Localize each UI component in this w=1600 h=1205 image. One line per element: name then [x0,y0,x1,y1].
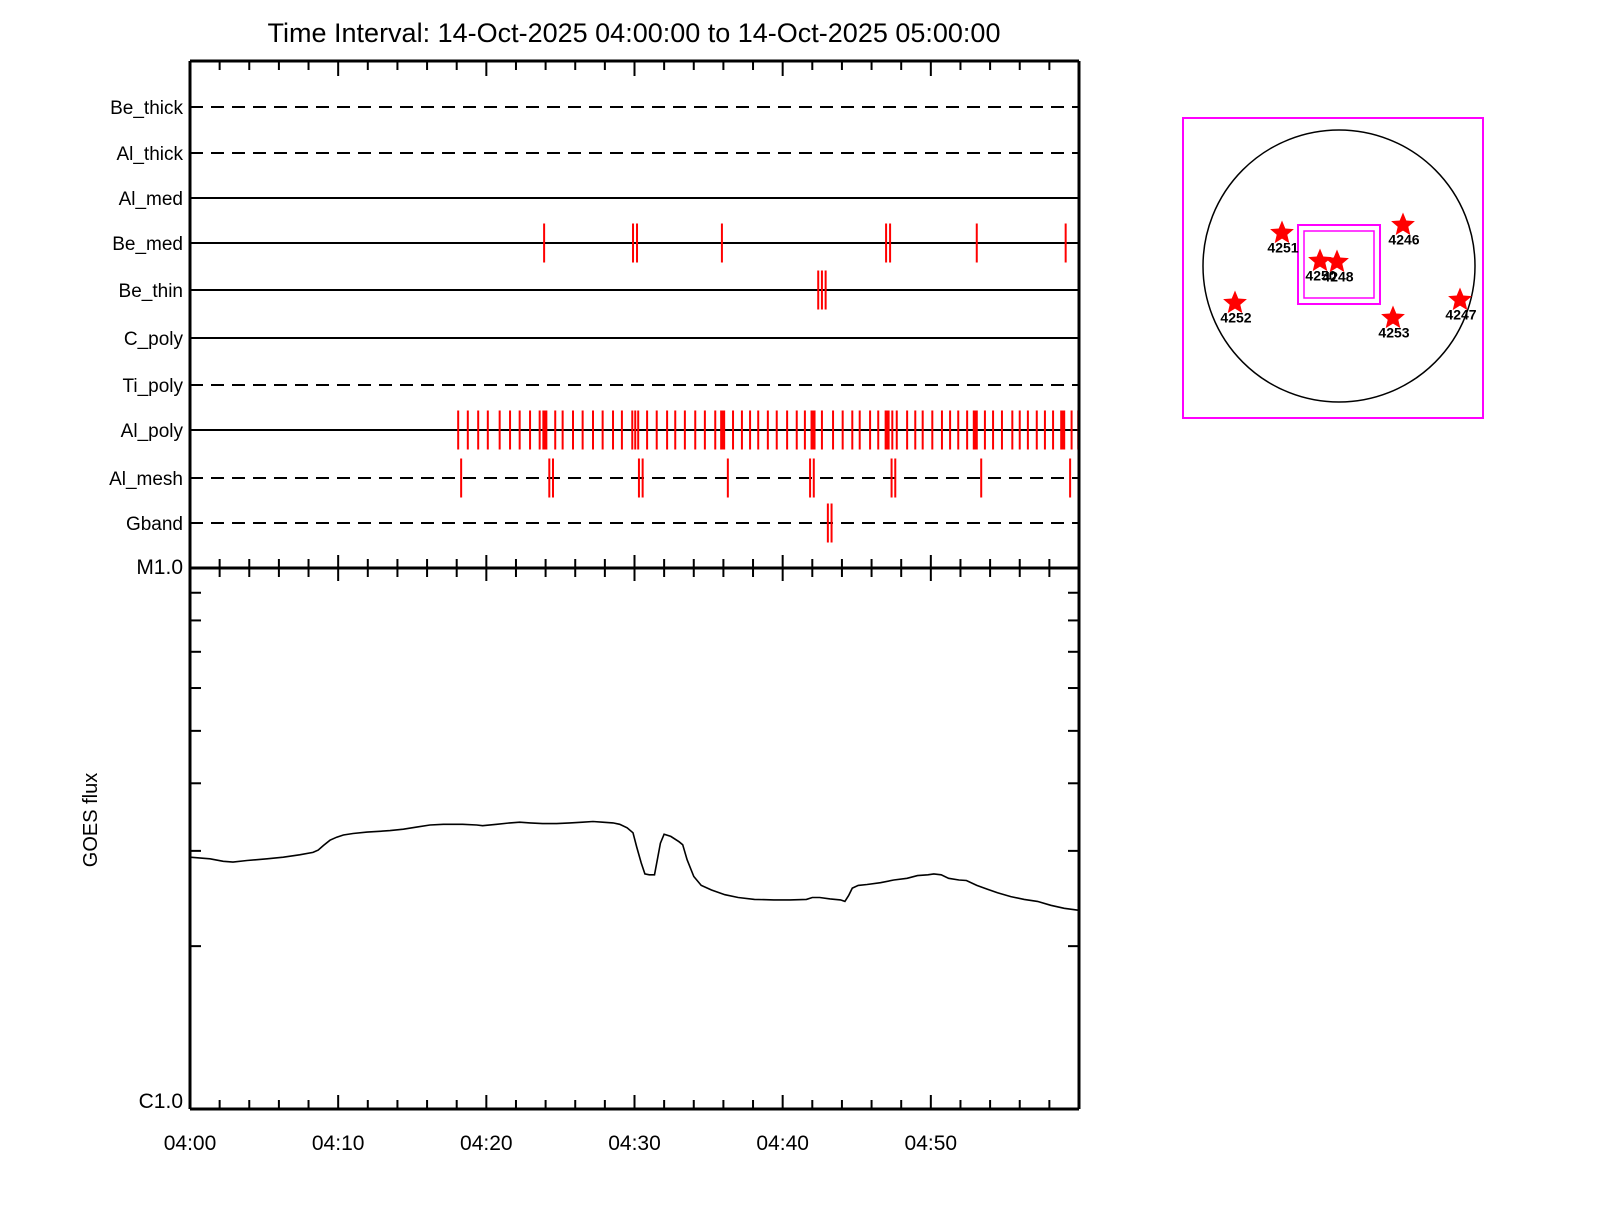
filter-row-label-Al_med: Al_med [119,189,183,210]
active-region-label-4247: 4247 [1445,307,1476,323]
filter-row-label-Al_thick: Al_thick [116,144,183,165]
filter-row-label-Be_thick: Be_thick [110,98,183,119]
x-tick-label-04:30: 04:30 [608,1132,661,1155]
x-tick-label-04:00: 04:00 [164,1132,217,1155]
fov-box-inner [1303,230,1375,299]
page-title: Time Interval: 14-Oct-2025 04:00:00 to 1… [268,18,1001,48]
filter-row-label-C_poly: C_poly [124,329,184,350]
active-region-star-4253 [1381,305,1405,329]
y-axis-top-label: M1.0 [136,556,183,579]
active-region-label-4246: 4246 [1388,232,1419,248]
x-tick-label-04:20: 04:20 [460,1132,513,1155]
filter-row-label-Al_poly: Al_poly [121,421,184,442]
active-region-label-4251: 4251 [1267,240,1298,256]
active-region-label-4253: 4253 [1378,325,1409,341]
active-region-star-4252 [1223,290,1247,314]
active-region-star-4248 [1325,249,1349,273]
map-frame [1182,117,1484,419]
filter-row-label-Gband: Gband [126,514,183,535]
active-region-star-4250 [1308,248,1332,272]
goes-flux-panel: M1.0 C1.0 GOES flux 04:00 04:10 04:20 04:30… [80,59,1081,1155]
x-tick-label-04:40: 04:40 [756,1132,809,1155]
fov-box-outer [1297,224,1381,305]
x-tick-label-04:50: 04:50 [905,1132,958,1155]
filter-row-label-Be_med: Be_med [112,234,183,255]
solar-limb-circle [1202,129,1476,403]
active-region-star-4246 [1391,212,1415,236]
active-region-label-4248: 4248 [1322,269,1353,285]
active-region-star-4251 [1270,220,1294,244]
active-region-label-4250: 4250 [1305,268,1336,284]
active-region-label-4252: 4252 [1220,310,1251,326]
filter-exposure-panel: Be_thick Al_thick Al_med Be_med Be_thin C_pol… [109,98,1080,543]
y-axis-bottom-label: C1.0 [139,1090,183,1113]
y-axis-title: GOES flux [80,773,102,867]
filter-row-label-Ti_poly: Ti_poly [122,376,183,397]
filter-row-label-Al_mesh: Al_mesh [109,469,183,490]
active-region-star-4247 [1448,287,1472,311]
filter-row-label-Be_thin: Be_thin [119,281,183,302]
goes-flux-curve [189,820,1080,912]
x-tick-label-04:10: 04:10 [312,1132,365,1155]
